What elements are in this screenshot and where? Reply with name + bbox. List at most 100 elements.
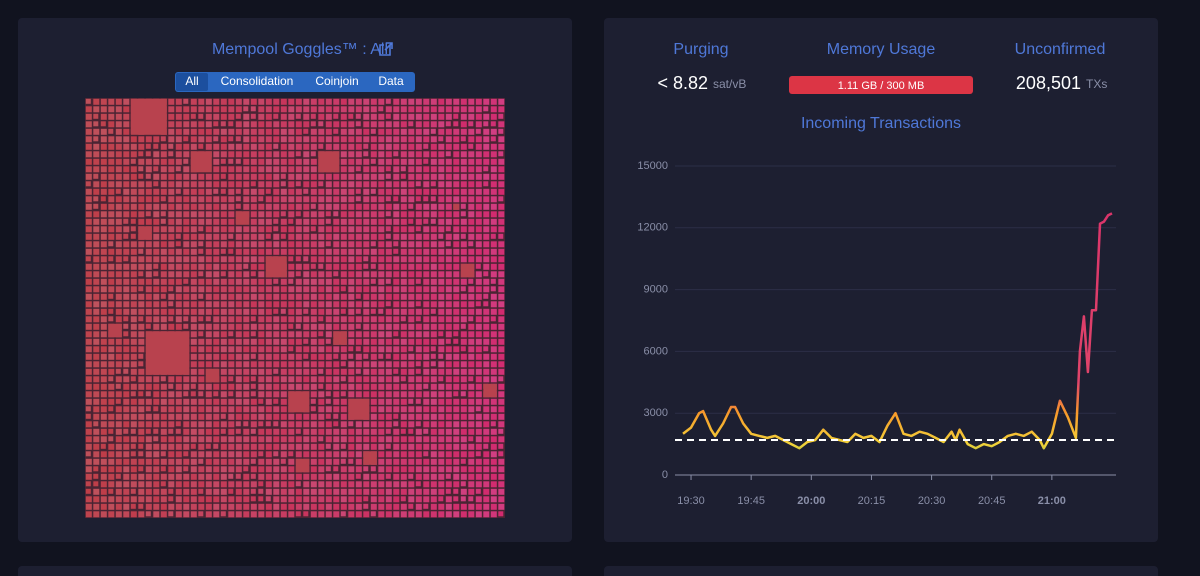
- tx-block: [445, 361, 452, 368]
- tx-block: [265, 406, 272, 413]
- tx-block: [483, 323, 490, 330]
- tx-block: [183, 391, 189, 397]
- tx-block: [190, 443, 196, 449]
- tx-block: [145, 451, 152, 458]
- tx-block: [400, 391, 407, 398]
- tx-block: [123, 391, 130, 398]
- tx-block: [138, 241, 145, 248]
- tab[interactable]: Data: [378, 74, 404, 88]
- tx-block: [190, 211, 197, 218]
- tx-block: [93, 128, 100, 135]
- tx-block: [400, 316, 406, 322]
- tx-block: [348, 106, 355, 113]
- tx-block: [490, 398, 497, 405]
- tx-block: [445, 406, 452, 413]
- tab[interactable]: Consolidation: [221, 74, 294, 88]
- tx-block: [303, 376, 310, 383]
- external-link-icon[interactable]: [379, 42, 393, 56]
- tx-block: [438, 233, 444, 239]
- tab[interactable]: All: [185, 74, 198, 88]
- tx-block: [175, 451, 182, 458]
- tx-block: [273, 308, 279, 314]
- tx-block: [393, 181, 400, 188]
- tx-block: [175, 106, 182, 113]
- tx-block: [175, 121, 182, 128]
- tx-block: [220, 113, 227, 120]
- tx-block: [258, 166, 265, 173]
- tx-block: [303, 353, 309, 359]
- tx-block: [138, 316, 144, 322]
- tx-block: [288, 511, 295, 518]
- tx-block: [325, 451, 332, 458]
- tx-block: [243, 173, 250, 180]
- tx-block: [213, 383, 220, 390]
- tx-block: [445, 286, 452, 293]
- tx-block: [295, 188, 302, 195]
- tx-block: [168, 278, 175, 285]
- tx-block: [280, 218, 287, 225]
- tx-block: [415, 413, 422, 420]
- tx-block: [303, 166, 310, 173]
- tx-block: [190, 203, 197, 210]
- tx-block: [168, 451, 175, 458]
- tx-block: [498, 308, 505, 315]
- tab[interactable]: Coinjoin: [315, 74, 358, 88]
- tx-block: [445, 481, 452, 488]
- tx-block: [475, 323, 482, 330]
- tx-block: [205, 121, 212, 128]
- tx-block: [93, 113, 99, 119]
- tx-block: [228, 293, 235, 300]
- tx-block: [280, 196, 287, 203]
- tx-block: [490, 143, 497, 150]
- tx-block: [310, 128, 317, 135]
- tx-block: [363, 173, 370, 180]
- tx-block: [273, 496, 280, 503]
- tx-block: [258, 263, 265, 270]
- tx-block: [280, 211, 286, 217]
- tx-block: [273, 406, 280, 413]
- tx-block: [235, 203, 241, 209]
- tx-block: [385, 293, 392, 300]
- tx-block: [258, 233, 265, 240]
- tx-block: [325, 143, 332, 150]
- tx-block: [295, 368, 302, 375]
- tx-block: [205, 188, 212, 195]
- tx-block: [153, 263, 159, 269]
- tx-block: [423, 376, 430, 383]
- tx-block: [318, 398, 325, 405]
- tx-block: [385, 413, 392, 420]
- tx-block: [115, 301, 122, 308]
- tx-block: [498, 503, 505, 510]
- tx-block: [385, 346, 392, 353]
- tx-block: [475, 286, 482, 293]
- tx-block: [408, 361, 415, 368]
- tx-block: [213, 151, 220, 158]
- tx-block: [295, 203, 302, 210]
- tx-block: [385, 511, 392, 518]
- tx-block: [370, 398, 377, 405]
- tx-block: [145, 211, 151, 217]
- tx-block: [168, 143, 174, 149]
- tx-block: [483, 271, 489, 277]
- tx-block: [498, 241, 505, 248]
- tx-block: [363, 391, 370, 398]
- tx-block: [385, 113, 391, 119]
- tx-block: [115, 353, 122, 360]
- tx-block: [273, 323, 280, 330]
- tx-block: [295, 218, 302, 225]
- tx-block: [130, 361, 137, 368]
- tx-block: [85, 353, 92, 360]
- tx-block: [213, 406, 220, 413]
- tx-block: [93, 413, 100, 420]
- tx-block: [213, 443, 219, 449]
- tx-block: [438, 398, 445, 405]
- tx-block: [280, 443, 287, 450]
- tx-block: [85, 98, 91, 104]
- tx-block: [130, 218, 136, 224]
- tx-block: [430, 361, 436, 367]
- tx-block: [100, 173, 107, 180]
- tx-block: [213, 338, 220, 345]
- tx-block: [288, 278, 294, 284]
- tx-block: [153, 278, 160, 285]
- tx-block: [85, 331, 92, 338]
